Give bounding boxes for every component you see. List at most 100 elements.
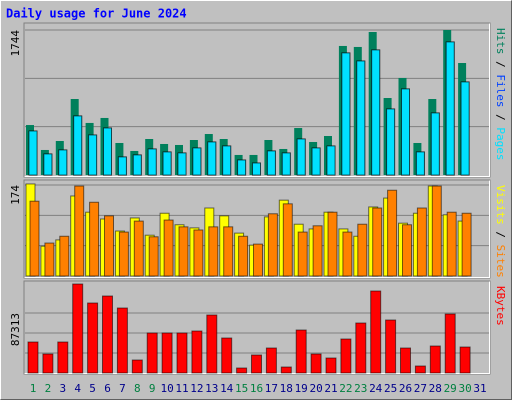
x-tick-label: 12 [190, 382, 203, 395]
x-tick-label: 30 [458, 382, 471, 395]
x-tick-label: 9 [149, 382, 156, 395]
bar [431, 185, 442, 277]
bar [208, 226, 219, 277]
x-tick-label: 24 [369, 382, 383, 395]
x-tick-label: 18 [280, 382, 293, 395]
bar [372, 207, 383, 277]
x-tick-label: 27 [414, 382, 427, 395]
x-tick-label: 14 [220, 382, 234, 395]
bar [148, 236, 159, 277]
bar [280, 366, 292, 374]
x-tick-label: 3 [59, 382, 66, 395]
bar [29, 200, 40, 277]
bar [176, 332, 188, 374]
legend-entry: Visits [494, 185, 507, 225]
y-tick-label: 87313 [9, 313, 22, 346]
bar [58, 149, 68, 176]
bar [42, 353, 54, 374]
x-tick-label: 31 [473, 382, 486, 395]
bar [147, 148, 157, 176]
x-tick-label: 16 [250, 382, 263, 395]
bar [429, 345, 441, 374]
bar [327, 211, 338, 277]
bar [430, 112, 440, 176]
bar [206, 314, 218, 374]
bar [444, 313, 456, 374]
bar [236, 367, 248, 374]
bar [326, 145, 336, 176]
bar [296, 138, 306, 176]
bar [446, 211, 457, 277]
bar [311, 147, 321, 176]
bar [370, 290, 382, 374]
bar [43, 153, 53, 176]
bar [87, 302, 99, 374]
bar [223, 226, 234, 277]
bar [44, 242, 55, 277]
bar [310, 353, 322, 374]
bar [355, 322, 367, 374]
bar [385, 319, 397, 374]
bar [238, 235, 249, 277]
bar [102, 295, 113, 374]
x-tick-label: 4 [74, 382, 81, 395]
bar [252, 162, 261, 176]
x-tick-label: 2 [45, 382, 52, 395]
bar [132, 154, 142, 176]
chart-title: Daily usage for June 2024 [6, 7, 187, 21]
bar [266, 150, 276, 176]
panel-highlight [24, 180, 490, 278]
bar [251, 354, 262, 374]
bar [460, 81, 470, 176]
x-tick-label: 1 [30, 382, 37, 395]
x-tick-label: 10 [160, 382, 173, 395]
bar [89, 201, 100, 277]
bar [414, 365, 426, 374]
x-tick-label: 8 [134, 382, 141, 395]
legend: KBytes [494, 286, 507, 326]
bar [131, 359, 143, 374]
bar [340, 338, 352, 374]
x-tick-label: 19 [295, 382, 308, 395]
panel-highlight [24, 281, 490, 374]
bar [207, 141, 217, 176]
bar [445, 41, 455, 176]
bar [356, 60, 366, 176]
bar [133, 220, 144, 277]
x-tick-label: 7 [119, 382, 126, 395]
legend-entry: Files [494, 74, 507, 107]
legend-separator: / [494, 108, 507, 128]
x-tick-label: 28 [429, 382, 442, 395]
panel-highlight [24, 23, 490, 177]
y-tick-label: 1744 [9, 30, 22, 57]
bar [295, 329, 307, 374]
x-tick-label: 20 [309, 382, 322, 395]
bar [371, 49, 381, 176]
bar [297, 231, 308, 277]
x-tick-label: 17 [265, 382, 278, 395]
bar [237, 159, 247, 176]
legend-entry: Pages [494, 127, 507, 160]
bar [162, 151, 172, 176]
bar [57, 341, 69, 374]
bar [402, 224, 412, 277]
bar [415, 151, 425, 176]
bar [342, 231, 353, 277]
bar [177, 152, 187, 176]
bar [88, 134, 98, 176]
x-tick-label: 11 [175, 382, 188, 395]
bar [28, 130, 38, 176]
bar [192, 147, 202, 176]
x-tick-label: 25 [384, 382, 397, 395]
bar [146, 332, 158, 374]
bar [400, 347, 411, 374]
bar [387, 189, 398, 277]
bar [72, 283, 84, 374]
bar [253, 243, 263, 277]
bar [161, 332, 173, 374]
bar [416, 207, 427, 277]
x-tick-label: 15 [235, 382, 248, 395]
legend-entry: KBytes [494, 286, 507, 326]
